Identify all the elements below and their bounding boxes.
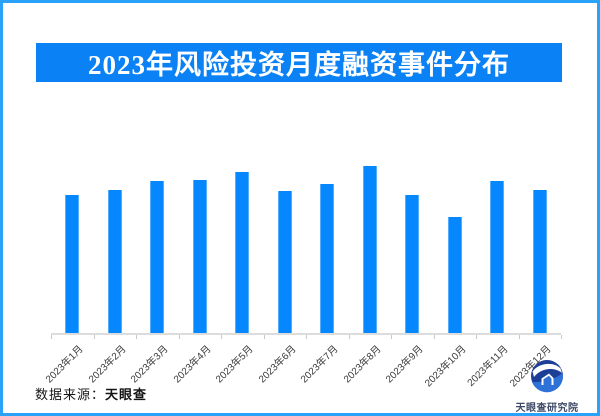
x-axis-tick	[178, 335, 180, 339]
bar-2023年8月	[362, 166, 377, 333]
tianyancha-eye-logo	[531, 360, 563, 393]
bar-2023年11月	[490, 181, 505, 333]
chart-title: 2023年风险投资月度融资事件分布	[88, 50, 510, 80]
x-axis-line	[51, 333, 561, 335]
bar-2023年3月	[150, 181, 165, 333]
x-axis-tick	[518, 335, 520, 339]
bar-2023年9月	[405, 195, 420, 333]
bar-2023年10月	[447, 217, 462, 333]
x-axis-tick	[263, 335, 265, 339]
x-axis-tick	[391, 335, 392, 339]
brand-text: 天眼查研究院	[515, 403, 579, 414]
source-name: 天眼查	[105, 387, 148, 402]
x-axis-tick	[561, 335, 562, 339]
x-axis-tick	[221, 335, 222, 339]
x-axis-tick	[433, 335, 435, 339]
source-note: 数据来源：天眼查	[35, 384, 147, 403]
bar-2023年5月	[235, 172, 250, 333]
x-axis-tick	[136, 335, 137, 339]
x-axis-tick	[306, 335, 307, 339]
bar-chart: 2023年1月 2023年2月 2023年3月 2023年4月 2023年5月 2023年…	[3, 3, 597, 413]
x-axis-tick	[51, 335, 52, 339]
chart-title-banner: 2023年风险投资月度融资事件分布	[36, 43, 562, 82]
bar-2023年4月	[192, 180, 207, 333]
bar-2023年7月	[320, 184, 335, 333]
bar-2023年6月	[277, 191, 292, 333]
bar-2023年2月	[107, 190, 122, 333]
brand-block: 天眼查研究院	[514, 359, 580, 414]
x-axis-tick	[93, 335, 95, 339]
x-axis-tick	[476, 335, 477, 339]
bar-2023年12月	[532, 190, 547, 333]
source-prefix: 数据来源：	[35, 387, 106, 402]
bar-2023年1月	[65, 195, 80, 333]
x-axis-tick	[348, 335, 350, 339]
